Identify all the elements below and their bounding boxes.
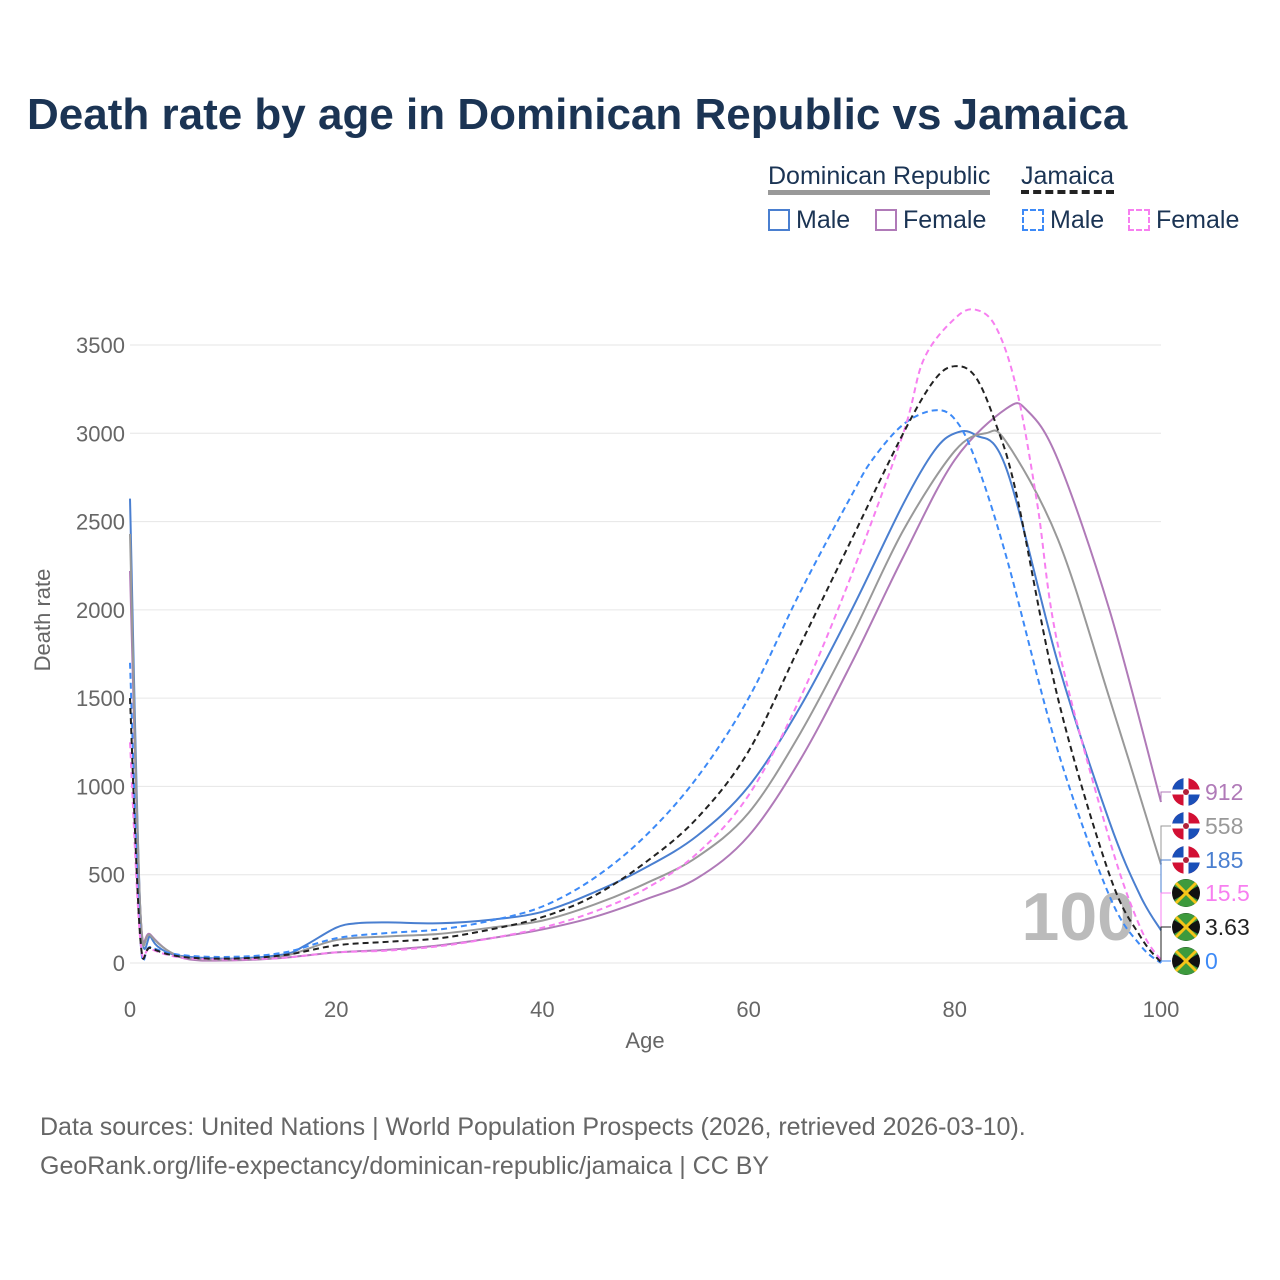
flag-emblem	[1183, 823, 1189, 829]
source-note: Data sources: United Nations | World Pop…	[40, 1108, 1026, 1186]
chart-title: Death rate by age in Dominican Republic …	[27, 90, 1128, 139]
series-line-jamaica	[129, 365, 1162, 964]
x-tick-label: 40	[530, 997, 554, 1022]
flag-saltire	[1174, 915, 1198, 939]
y-tick-label: 500	[88, 863, 125, 888]
flag-green	[1174, 879, 1198, 893]
source-line: Data sources: United Nations | World Pop…	[40, 1113, 1026, 1141]
y-axis-label: Death rate	[30, 569, 55, 672]
legend-swatch	[875, 209, 897, 231]
jamaica-flag-icon	[1172, 947, 1200, 975]
legend-swatch	[1022, 209, 1044, 231]
legend-jm-male[interactable]: Male	[1022, 206, 1104, 235]
legend-label: Female	[1156, 206, 1240, 234]
flag-saltire	[1174, 949, 1198, 973]
flag-quarter	[1172, 812, 1186, 826]
y-tick-label: 1000	[76, 774, 125, 799]
y-tick-label: 2500	[76, 510, 125, 535]
x-tick-label: 60	[736, 997, 760, 1022]
end-value-label: 558	[1205, 813, 1243, 839]
x-tick-label: 80	[943, 997, 967, 1022]
legend-dr-male[interactable]: Male	[768, 206, 850, 235]
end-value-label: 912	[1205, 779, 1243, 805]
flag-quarter	[1172, 778, 1186, 792]
watermark: 100	[1022, 879, 1135, 955]
legend-jm-female[interactable]: Female	[1128, 206, 1239, 235]
flag-saltire	[1174, 881, 1198, 905]
flag-quarter	[1186, 860, 1200, 874]
flag-emblem	[1183, 857, 1189, 863]
x-tick-label: 0	[124, 997, 136, 1022]
series-line-jamaica-male	[129, 409, 1162, 964]
dominican-republic-flag-icon	[1172, 778, 1200, 806]
flag-green	[1174, 961, 1198, 975]
legend-label: Female	[903, 206, 987, 234]
dominican-republic-flag-icon	[1172, 846, 1200, 874]
end-value-label: 15.5	[1205, 880, 1250, 906]
legend-group-dr[interactable]: Dominican Republic	[768, 162, 991, 195]
end-value-label: 0	[1205, 948, 1218, 974]
label-connector	[1160, 825, 1171, 865]
label-connector	[1160, 926, 1171, 963]
flag-quarter	[1186, 792, 1200, 806]
flag-green	[1174, 947, 1198, 961]
series-line-dominican-republic-male	[129, 429, 1162, 960]
legend-swatch	[768, 209, 790, 231]
dominican-republic-flag-icon	[1172, 812, 1200, 840]
end-value-label: 3.63	[1205, 914, 1250, 940]
legend-label: Male	[796, 206, 851, 234]
flag-green	[1174, 913, 1198, 927]
jamaica-flag-icon	[1172, 913, 1200, 941]
y-tick-label: 2000	[76, 598, 125, 623]
x-tick-label: 100	[1143, 997, 1180, 1022]
label-connector	[1160, 791, 1171, 802]
source-link[interactable]: GeoRank.org/life-expectancy/dominican-re…	[40, 1152, 770, 1180]
x-axis-label: Age	[625, 1028, 664, 1053]
y-tick-label: 3500	[76, 333, 125, 358]
y-tick-label: 0	[113, 951, 125, 976]
end-value-label: 185	[1205, 847, 1243, 873]
legend-group-jm[interactable]: Jamaica	[1021, 162, 1115, 194]
y-tick-label: 1500	[76, 686, 125, 711]
legend-swatch	[1128, 209, 1150, 231]
flag-quarter	[1172, 846, 1186, 860]
flag-green	[1174, 893, 1198, 907]
series-line-dominican-republic-female	[129, 402, 1162, 962]
x-tick-label: 20	[324, 997, 348, 1022]
label-connector	[1160, 960, 1171, 963]
series-line-dominican-republic	[129, 429, 1162, 961]
flag-quarter	[1186, 826, 1200, 840]
series-line-jamaica-female	[129, 308, 1162, 961]
legend-dr-female[interactable]: Female	[875, 206, 986, 235]
label-connector	[1160, 859, 1171, 931]
y-tick-label: 3000	[76, 421, 125, 446]
flag-emblem	[1183, 789, 1189, 795]
jamaica-flag-icon	[1172, 879, 1200, 907]
flag-green	[1174, 927, 1198, 941]
legend-label: Male	[1050, 206, 1105, 234]
